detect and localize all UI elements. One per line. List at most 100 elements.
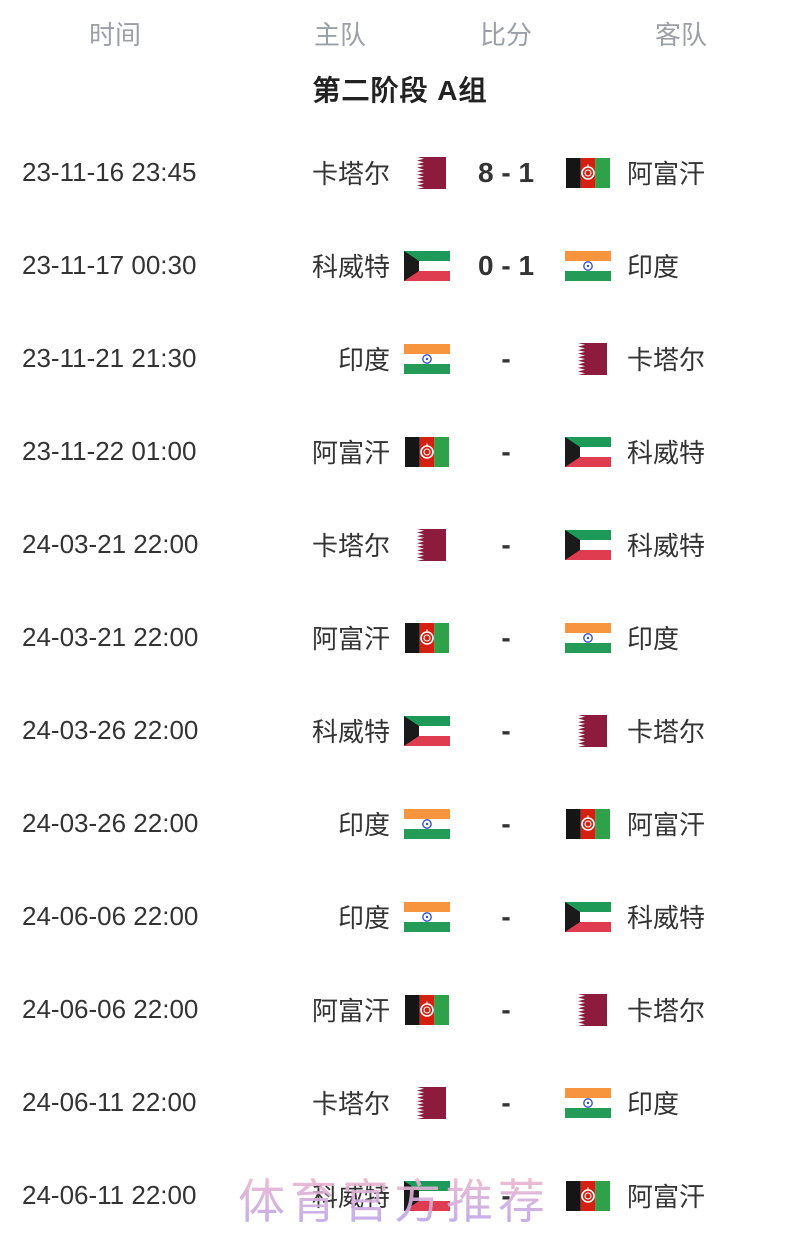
kuwait-flag-icon <box>565 529 611 561</box>
home-team-name: 阿富汗 <box>311 624 390 654</box>
match-score: - <box>501 807 511 839</box>
match-row[interactable]: 23-11-21 21:30 印度 - 卡塔尔 <box>0 312 800 405</box>
column-header-score: 比分 <box>479 19 532 50</box>
match-score: - <box>501 621 511 653</box>
match-time: 24-03-26 22:00 <box>22 715 199 745</box>
home-team-cell: 科威特 <box>230 247 450 284</box>
away-team-cell: 科威特 <box>562 526 800 563</box>
home-team-name: 印度 <box>337 810 390 840</box>
column-header-home: 主队 <box>313 19 366 50</box>
india-flag-icon <box>404 901 450 933</box>
away-team-name: 阿富汗 <box>627 1182 706 1212</box>
away-team-name: 印度 <box>627 624 680 654</box>
qatar-flag-icon <box>565 993 611 1026</box>
away-team-cell: 科威特 <box>562 433 800 470</box>
home-team-cell: 科威特 <box>230 1177 450 1214</box>
home-team-name: 卡塔尔 <box>311 1089 390 1119</box>
qatar-flag-icon <box>404 528 450 561</box>
match-row[interactable]: 23-11-17 00:30 科威特 0 - 1 印度 <box>0 219 800 312</box>
home-team-cell: 印度 <box>230 805 450 842</box>
match-score: - <box>501 1086 511 1118</box>
away-team-cell: 卡塔尔 <box>562 340 800 377</box>
table-header: 时间 主队 比分 客队 <box>0 0 800 66</box>
match-time: 24-06-06 22:00 <box>22 901 199 931</box>
home-team-cell: 卡塔尔 <box>230 526 450 563</box>
away-team-cell: 印度 <box>562 247 800 284</box>
column-header-away: 客队 <box>654 19 707 50</box>
kuwait-flag-icon <box>565 901 611 933</box>
match-time: 24-06-11 22:00 <box>22 1180 197 1210</box>
home-team-name: 阿富汗 <box>311 996 390 1026</box>
away-team-name: 科威特 <box>627 438 706 468</box>
match-row[interactable]: 23-11-16 23:45 卡塔尔 8 - 1 阿富汗 <box>0 126 800 219</box>
match-row[interactable]: 24-03-26 22:00 科威特 - 卡塔尔 <box>0 684 800 777</box>
afghanistan-flag-icon <box>565 1180 611 1212</box>
india-flag-icon <box>565 1087 611 1119</box>
india-flag-icon <box>404 808 450 840</box>
group-title: 第二阶段 A组 <box>312 75 488 106</box>
match-row[interactable]: 24-03-21 22:00 卡塔尔 - 科威特 <box>0 498 800 591</box>
away-team-name: 印度 <box>627 252 680 282</box>
match-score: - <box>501 1179 511 1211</box>
home-team-name: 印度 <box>337 903 390 933</box>
away-team-name: 卡塔尔 <box>627 996 706 1026</box>
away-team-name: 科威特 <box>627 531 706 561</box>
away-team-cell: 印度 <box>562 1084 800 1121</box>
qatar-flag-icon <box>565 714 611 747</box>
qatar-flag-icon <box>404 1086 450 1119</box>
away-team-cell: 阿富汗 <box>562 154 800 191</box>
kuwait-flag-icon <box>404 250 450 282</box>
match-row[interactable]: 24-06-06 22:00 阿富汗 - 卡塔尔 <box>0 963 800 1056</box>
home-team-name: 科威特 <box>311 1182 390 1212</box>
home-team-name: 科威特 <box>311 717 390 747</box>
away-team-name: 卡塔尔 <box>627 717 706 747</box>
match-list: 23-11-16 23:45 卡塔尔 8 - 1 阿富汗 23-11-17 00:3… <box>0 126 800 1242</box>
home-team-cell: 阿富汗 <box>230 619 450 656</box>
afghanistan-flag-icon <box>565 157 611 189</box>
match-row[interactable]: 24-06-11 22:00 科威特 - 阿富汗 <box>0 1149 800 1242</box>
home-team-name: 阿富汗 <box>311 438 390 468</box>
match-row[interactable]: 24-06-11 22:00 卡塔尔 - 印度 <box>0 1056 800 1149</box>
afghanistan-flag-icon <box>404 994 450 1026</box>
away-team-cell: 卡塔尔 <box>562 991 800 1028</box>
match-time: 23-11-21 21:30 <box>22 343 197 373</box>
match-row[interactable]: 24-03-21 22:00 阿富汗 - 印度 <box>0 591 800 684</box>
away-team-name: 阿富汗 <box>627 159 706 189</box>
kuwait-flag-icon <box>565 436 611 468</box>
india-flag-icon <box>565 622 611 654</box>
match-score: - <box>501 993 511 1025</box>
match-score: - <box>501 528 511 560</box>
home-team-name: 印度 <box>337 345 390 375</box>
kuwait-flag-icon <box>404 715 450 747</box>
match-time: 23-11-17 00:30 <box>22 250 197 280</box>
match-time: 24-03-21 22:00 <box>22 529 199 559</box>
home-team-name: 科威特 <box>311 252 390 282</box>
match-row[interactable]: 24-06-06 22:00 印度 - 科威特 <box>0 870 800 963</box>
away-team-cell: 卡塔尔 <box>562 712 800 749</box>
home-team-name: 卡塔尔 <box>311 531 390 561</box>
match-time: 24-03-21 22:00 <box>22 622 199 652</box>
away-team-cell: 阿富汗 <box>562 1177 800 1214</box>
home-team-name: 卡塔尔 <box>311 159 390 189</box>
match-score: - <box>501 714 511 746</box>
match-time: 24-06-11 22:00 <box>22 1087 197 1117</box>
away-team-name: 科威特 <box>627 903 706 933</box>
match-row[interactable]: 23-11-22 01:00 阿富汗 - 科威特 <box>0 405 800 498</box>
match-time: 24-06-06 22:00 <box>22 994 199 1024</box>
qatar-flag-icon <box>404 156 450 189</box>
home-team-cell: 科威特 <box>230 712 450 749</box>
afghanistan-flag-icon <box>404 436 450 468</box>
match-row[interactable]: 24-03-26 22:00 印度 - 阿富汗 <box>0 777 800 870</box>
home-team-cell: 卡塔尔 <box>230 154 450 191</box>
match-time: 23-11-16 23:45 <box>22 157 197 187</box>
afghanistan-flag-icon <box>565 808 611 840</box>
india-flag-icon <box>565 250 611 282</box>
home-team-cell: 印度 <box>230 340 450 377</box>
home-team-cell: 印度 <box>230 898 450 935</box>
home-team-cell: 阿富汗 <box>230 433 450 470</box>
away-team-name: 卡塔尔 <box>627 345 706 375</box>
home-team-cell: 卡塔尔 <box>230 1084 450 1121</box>
away-team-cell: 科威特 <box>562 898 800 935</box>
match-score: - <box>501 435 511 467</box>
match-score: 8 - 1 <box>477 156 535 188</box>
